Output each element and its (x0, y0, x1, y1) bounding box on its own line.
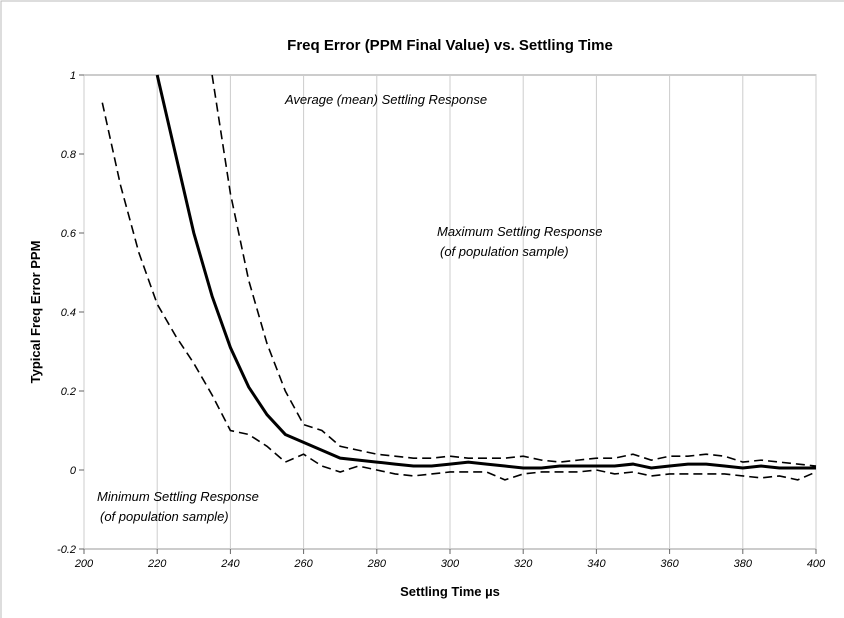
annotation: Maximum Settling Response (437, 224, 602, 239)
x-tick-label: 380 (734, 558, 753, 570)
x-tick-label: 220 (147, 558, 167, 570)
series-line (155, 74, 816, 470)
x-tick-label: 400 (807, 558, 826, 570)
series-line (211, 74, 817, 467)
x-tick-label: 340 (587, 558, 606, 570)
y-tick-label: 0 (70, 465, 77, 477)
y-tick-label: 1 (70, 70, 76, 82)
y-tick-label: 0.6 (61, 228, 77, 240)
x-tick-label: 260 (293, 558, 313, 570)
annotation: Minimum Settling Response (97, 489, 259, 504)
y-axis-label: Typical Freq Error PPM (28, 241, 43, 384)
y-tick-label: 0.8 (61, 149, 77, 161)
y-tick-label: 0.4 (61, 307, 76, 319)
x-tick-label: 280 (367, 558, 387, 570)
y-tick-label: 0.2 (61, 386, 76, 398)
x-axis-label: Settling Time µs (400, 584, 500, 599)
annotation: Average (mean) Settling Response (284, 92, 487, 107)
x-tick-label: 300 (441, 558, 460, 570)
x-tick-label: 200 (74, 558, 94, 570)
x-tick-label: 240 (220, 558, 240, 570)
x-tick-label: 360 (660, 558, 679, 570)
series-line (101, 102, 817, 481)
x-tick-label: 320 (514, 558, 533, 570)
annotation: (of population sample) (100, 509, 229, 524)
y-tick-label: -0.2 (57, 544, 76, 556)
annotation: (of population sample) (440, 244, 569, 259)
chart-title: Freq Error (PPM Final Value) vs. Settlin… (287, 37, 613, 54)
